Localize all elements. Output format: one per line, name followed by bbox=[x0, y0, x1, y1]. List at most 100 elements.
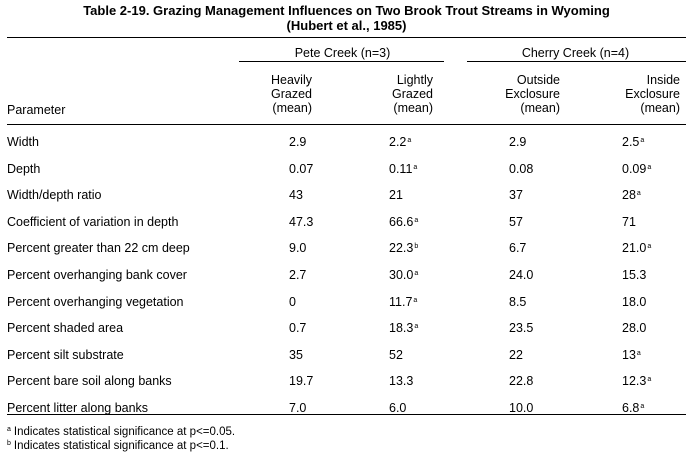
table-cell: 18.3a bbox=[389, 320, 439, 339]
table-cell: 11.7a bbox=[389, 294, 439, 313]
table-row: Percent overhanging vegetation 0 11.7a 8.5 1… bbox=[0, 294, 693, 310]
cell-value: 30.0 bbox=[389, 268, 414, 282]
table-cell: 10.0 bbox=[509, 400, 559, 416]
table-cell: 0 bbox=[289, 294, 339, 310]
table-cell: 0.11a bbox=[389, 161, 439, 180]
cell-value: 6.8 bbox=[622, 401, 640, 415]
row-label: Percent shaded area bbox=[7, 321, 124, 335]
table-cell: 52 bbox=[389, 347, 439, 363]
cell-value: 2.2 bbox=[389, 135, 407, 149]
cell-value: 52 bbox=[389, 348, 403, 362]
significance-mark: a bbox=[647, 376, 652, 383]
cell-value: 0.07 bbox=[289, 162, 314, 176]
significance-mark: a bbox=[647, 243, 652, 250]
cell-value: 18.3 bbox=[389, 321, 414, 335]
column-header-outside-exclosure: Outside Exclosure (mean) bbox=[505, 73, 560, 115]
cell-value: 13 bbox=[622, 348, 636, 362]
cell-value: 47.3 bbox=[289, 215, 314, 229]
table-cell: 19.7 bbox=[289, 373, 339, 389]
group-header-cherry-creek: Cherry Creek (n=4) bbox=[521, 46, 630, 60]
table-cell: 0.7 bbox=[289, 320, 339, 336]
row-label: Width/depth ratio bbox=[7, 188, 102, 202]
table-title: Table 2-19. Grazing Management Influence… bbox=[83, 3, 610, 18]
cell-value: 2.5 bbox=[622, 135, 640, 149]
table-cell: 0.07 bbox=[289, 161, 339, 177]
table-row: Depth 0.07 0.11a 0.08 0.09a bbox=[0, 161, 693, 177]
table-cell: 2.2a bbox=[389, 134, 439, 153]
footnote-a: a Indicates statistical significance at p… bbox=[7, 426, 235, 440]
footnote-mark: a bbox=[7, 426, 11, 433]
cell-value: 2.7 bbox=[289, 268, 307, 282]
table-cell: 23.5 bbox=[509, 320, 559, 336]
column-header-inside-exclosure: Inside Exclosure (mean) bbox=[625, 73, 680, 115]
cell-value: 24.0 bbox=[509, 268, 534, 282]
table-cell: 47.3 bbox=[289, 214, 339, 230]
table-cell: 13.3 bbox=[389, 373, 439, 389]
cell-value: 7.0 bbox=[289, 401, 307, 415]
significance-mark: a bbox=[414, 323, 419, 330]
table-cell: 12.3a bbox=[622, 373, 672, 392]
table-row: Width/depth ratio 43 21 37 28a bbox=[0, 187, 693, 203]
cell-value: 18.0 bbox=[622, 295, 647, 309]
table-cell: 66.6a bbox=[389, 214, 439, 233]
table-cell: 7.0 bbox=[289, 400, 339, 416]
significance-mark: a bbox=[636, 350, 641, 357]
cell-value: 57 bbox=[509, 215, 523, 229]
table-row: Percent greater than 22 cm deep 9.0 22.3b 6… bbox=[0, 240, 693, 256]
row-label: Width bbox=[7, 135, 39, 149]
column-header-heavily-grazed: Heavily Grazed (mean) bbox=[271, 73, 312, 115]
significance-mark: a bbox=[640, 403, 645, 410]
table-cell: 22.3b bbox=[389, 240, 439, 259]
cell-value: 2.9 bbox=[509, 135, 527, 149]
cell-value: 23.5 bbox=[509, 321, 534, 335]
significance-mark: b bbox=[414, 243, 419, 250]
cherry-creek-rule bbox=[467, 61, 686, 62]
cell-value: 21.0 bbox=[622, 241, 647, 255]
table-cell: 28a bbox=[622, 187, 672, 206]
cell-value: 71 bbox=[622, 215, 636, 229]
cell-value: 15.3 bbox=[622, 268, 647, 282]
cell-value: 10.0 bbox=[509, 401, 534, 415]
table-row: Width 2.9 2.2a 2.9 2.5a bbox=[0, 134, 693, 150]
table-cell: 24.0 bbox=[509, 267, 559, 283]
cell-value: 13.3 bbox=[389, 374, 414, 388]
cell-value: 37 bbox=[509, 188, 523, 202]
significance-mark: a bbox=[414, 217, 419, 224]
footnote-mark: b bbox=[7, 440, 11, 447]
table-row: Coefficient of variation in depth 47.3 66.… bbox=[0, 214, 693, 230]
table-cell: 43 bbox=[289, 187, 339, 203]
significance-mark: a bbox=[413, 297, 418, 304]
cell-value: 35 bbox=[289, 348, 303, 362]
table-cell: 2.9 bbox=[289, 134, 339, 150]
table-cell: 57 bbox=[509, 214, 559, 230]
significance-mark: a bbox=[636, 190, 641, 197]
bottom-rule bbox=[7, 414, 686, 415]
row-label: Depth bbox=[7, 162, 41, 176]
cell-value: 0.7 bbox=[289, 321, 307, 335]
cell-value: 28.0 bbox=[622, 321, 647, 335]
table-cell: 2.7 bbox=[289, 267, 339, 283]
table-cell: 8.5 bbox=[509, 294, 559, 310]
table-row: Percent bare soil along banks 19.7 13.3 22.… bbox=[0, 373, 693, 389]
table-cell: 18.0 bbox=[622, 294, 672, 310]
cell-value: 2.9 bbox=[289, 135, 307, 149]
table-cell: 6.7 bbox=[509, 240, 559, 256]
footnote-text: Indicates statistical significance at p<… bbox=[13, 440, 229, 452]
table-cell: 71 bbox=[622, 214, 672, 230]
table-cell: 30.0a bbox=[389, 267, 439, 286]
table-row: Percent litter along banks 7.0 6.0 10.0 6.8a bbox=[0, 400, 693, 416]
cell-value: 21 bbox=[389, 188, 403, 202]
table-cell: 21 bbox=[389, 187, 439, 203]
cell-value: 19.7 bbox=[289, 374, 314, 388]
cell-value: 0 bbox=[289, 295, 296, 309]
table-cell: 9.0 bbox=[289, 240, 339, 256]
row-label: Percent greater than 22 cm deep bbox=[7, 241, 190, 255]
table-row: Percent overhanging bank cover 2.7 30.0a 24… bbox=[0, 267, 693, 283]
row-label: Percent overhanging vegetation bbox=[7, 295, 184, 309]
cell-value: 22.8 bbox=[509, 374, 534, 388]
table-row: Percent shaded area 0.7 18.3a 23.5 28.0 bbox=[0, 320, 693, 336]
table-cell: 37 bbox=[509, 187, 559, 203]
cell-value: 9.0 bbox=[289, 241, 307, 255]
table-cell: 35 bbox=[289, 347, 339, 363]
table-cell: 0.08 bbox=[509, 161, 559, 177]
